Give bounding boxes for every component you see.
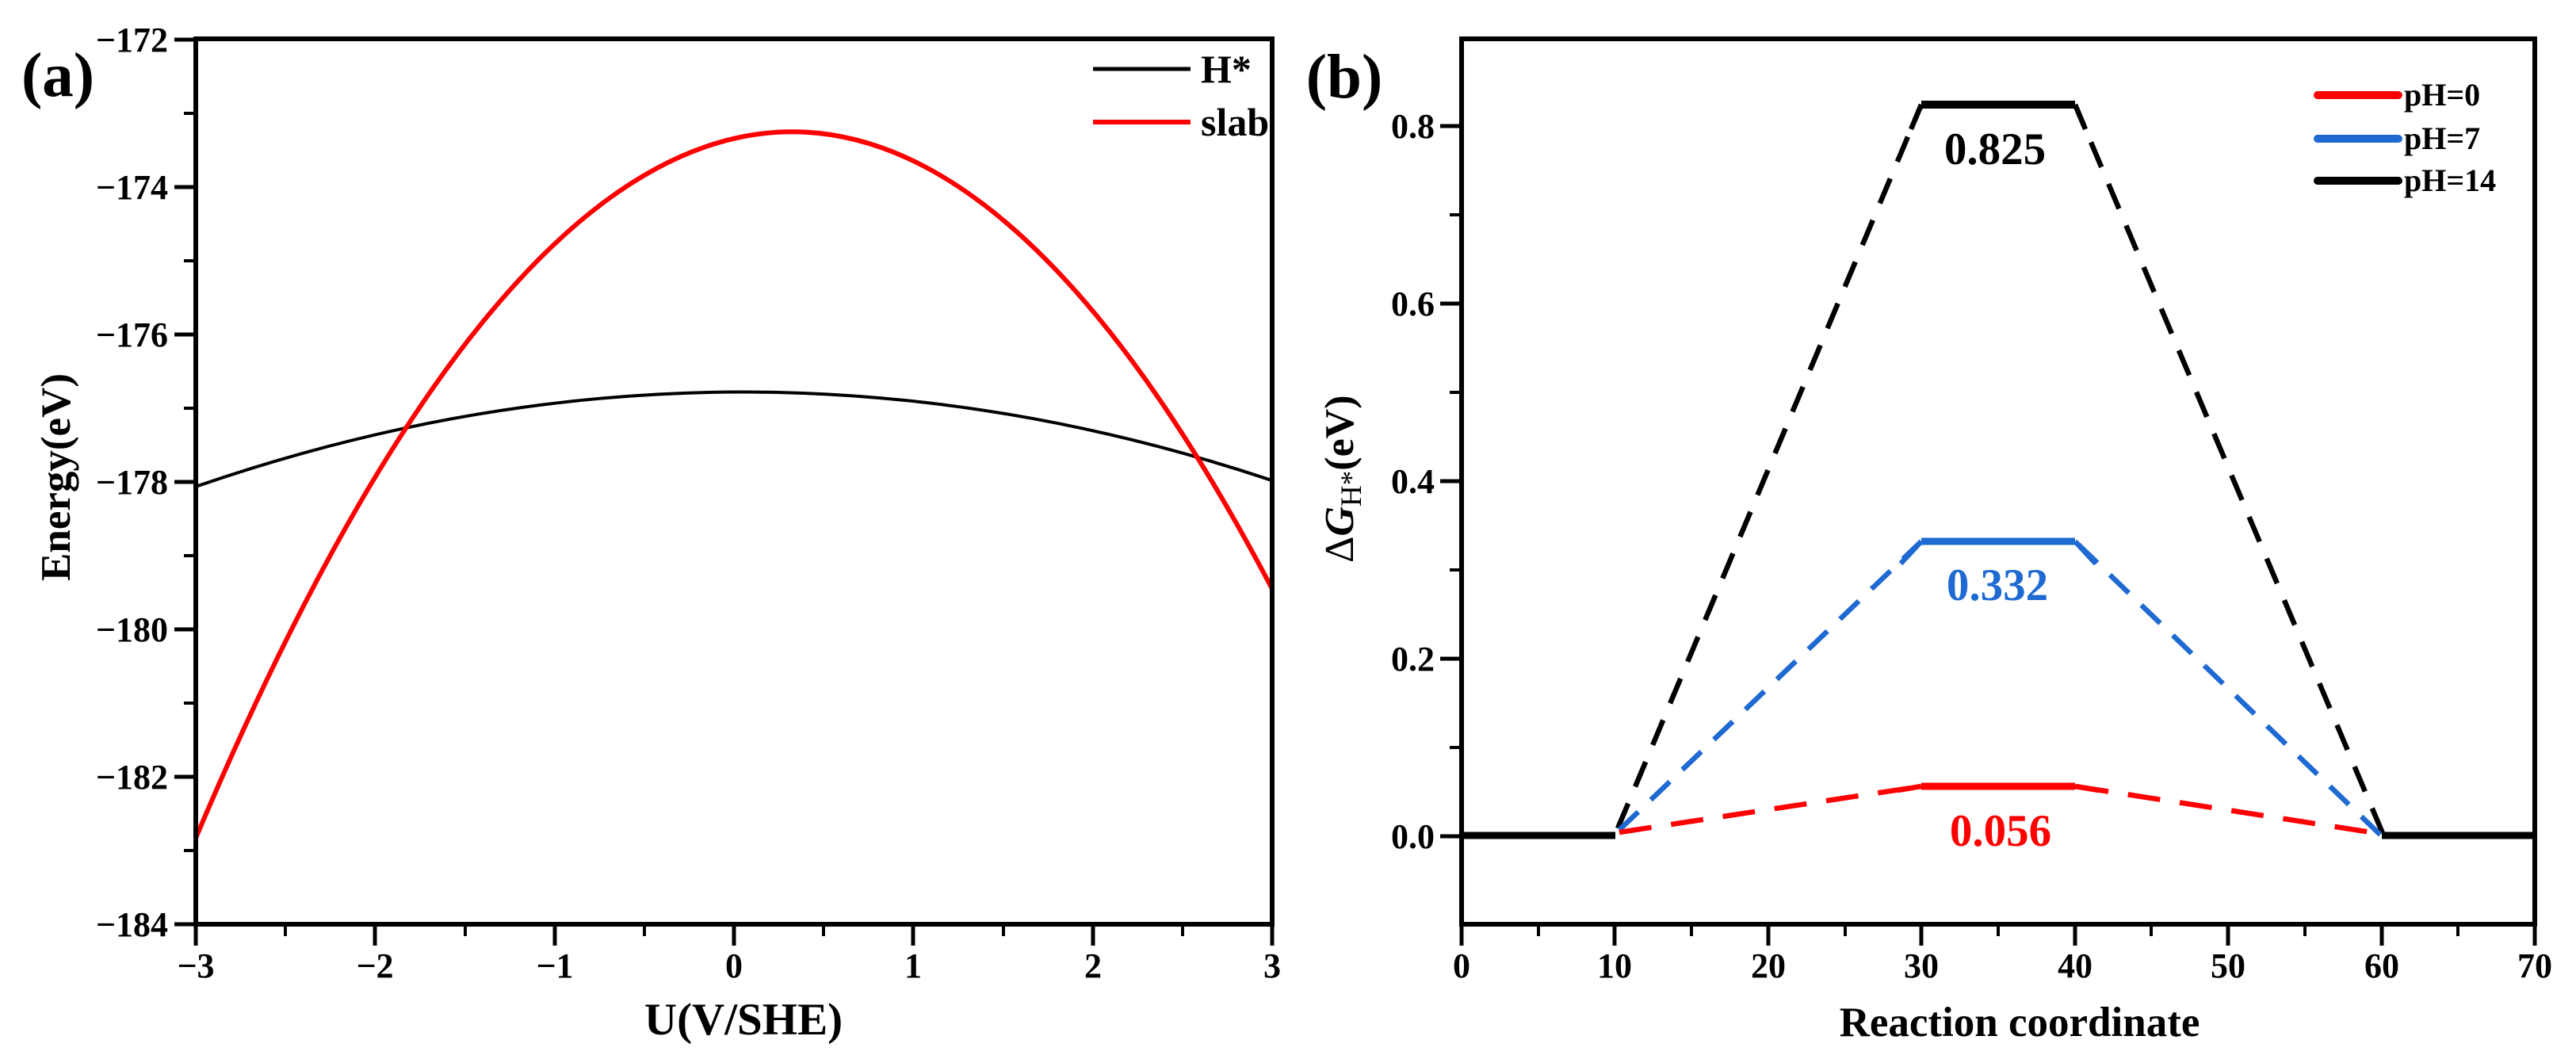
svg-text:0.056: 0.056 bbox=[1950, 806, 2051, 856]
svg-text:pH=0: pH=0 bbox=[2404, 77, 2480, 113]
svg-text:70: 70 bbox=[2517, 946, 2552, 985]
svg-text:Energy(eV): Energy(eV) bbox=[33, 373, 79, 581]
svg-text:(a): (a) bbox=[21, 41, 94, 110]
svg-text:ΔGH*(eV): ΔGH*(eV) bbox=[1317, 395, 1368, 563]
svg-text:pH=7: pH=7 bbox=[2404, 120, 2480, 156]
svg-text:−174: −174 bbox=[96, 168, 168, 207]
svg-text:(b): (b) bbox=[1306, 43, 1383, 112]
svg-text:Reaction coordinate: Reaction coordinate bbox=[1840, 1000, 2200, 1046]
svg-text:20: 20 bbox=[1751, 946, 1786, 985]
svg-text:0.825: 0.825 bbox=[1944, 124, 2046, 174]
svg-text:1: 1 bbox=[904, 946, 922, 985]
svg-text:0: 0 bbox=[725, 946, 743, 985]
svg-text:−2: −2 bbox=[356, 946, 393, 985]
svg-text:−176: −176 bbox=[96, 315, 168, 354]
svg-text:−180: −180 bbox=[96, 610, 168, 649]
svg-text:30: 30 bbox=[1904, 946, 1939, 985]
svg-text:pH=14: pH=14 bbox=[2404, 162, 2496, 198]
svg-text:0.8: 0.8 bbox=[1391, 107, 1435, 146]
svg-text:0.4: 0.4 bbox=[1391, 462, 1435, 501]
svg-text:−178: −178 bbox=[96, 463, 168, 502]
svg-text:H*: H* bbox=[1201, 47, 1252, 91]
svg-text:−3: −3 bbox=[177, 946, 214, 985]
svg-text:0.332: 0.332 bbox=[1947, 560, 2048, 610]
svg-text:40: 40 bbox=[2058, 946, 2093, 985]
svg-text:0.6: 0.6 bbox=[1391, 285, 1435, 323]
svg-text:−184: −184 bbox=[96, 905, 168, 944]
svg-text:−172: −172 bbox=[96, 21, 168, 59]
svg-text:10: 10 bbox=[1597, 946, 1632, 985]
svg-text:−182: −182 bbox=[96, 758, 168, 797]
svg-text:0.2: 0.2 bbox=[1391, 640, 1435, 679]
svg-text:2: 2 bbox=[1084, 946, 1102, 985]
svg-text:50: 50 bbox=[2211, 946, 2245, 985]
svg-text:60: 60 bbox=[2364, 946, 2399, 985]
svg-text:−1: −1 bbox=[536, 946, 573, 985]
svg-text:slab: slab bbox=[1201, 100, 1269, 144]
svg-text:0.0: 0.0 bbox=[1391, 817, 1435, 856]
svg-text:3: 3 bbox=[1263, 946, 1281, 985]
svg-text:0: 0 bbox=[1453, 946, 1470, 985]
svg-text:U(V/SHE): U(V/SHE) bbox=[644, 995, 843, 1045]
